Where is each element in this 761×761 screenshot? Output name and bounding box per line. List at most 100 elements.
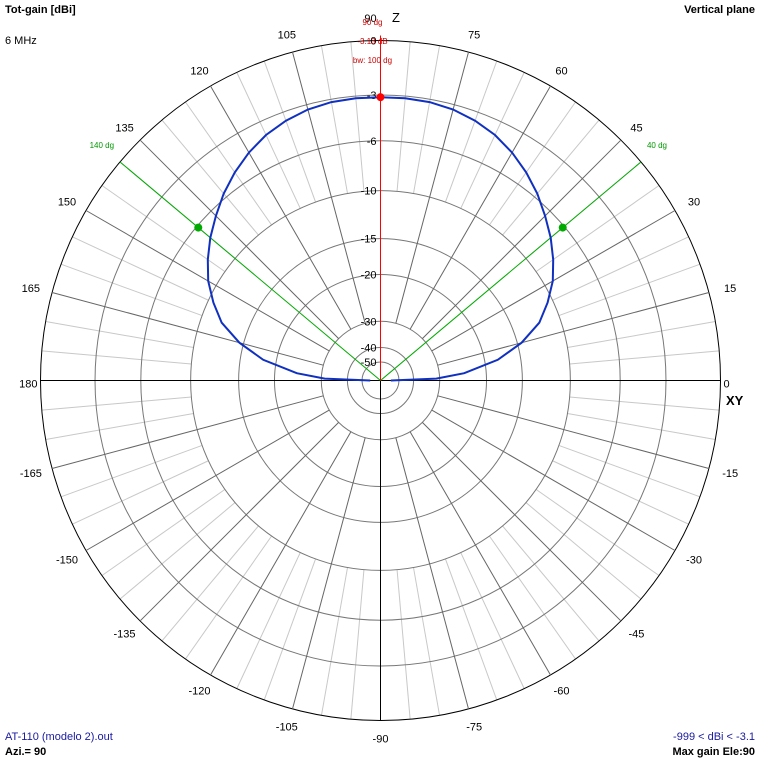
azimuth-label: Azi.= 90 (5, 746, 47, 758)
angle-tick-label: -105 (276, 721, 298, 733)
polar-grid (40, 40, 721, 721)
angle-tick-label: 30 (688, 197, 700, 209)
minor-spoke (119, 502, 236, 600)
major-spoke (139, 422, 339, 622)
angle-tick-label: -150 (56, 555, 78, 567)
minor-spoke (320, 45, 349, 194)
major-spoke (422, 422, 622, 622)
minor-spoke (45, 320, 194, 349)
angle-tick-label: -90 (373, 734, 389, 746)
minor-spoke (320, 567, 349, 716)
minor-spoke (460, 72, 525, 209)
max-gain-label: Max gain Ele:90 (672, 746, 755, 758)
major-spoke (437, 292, 710, 366)
minor-spoke (41, 396, 192, 411)
markers: 40 dg 140 dg 90 dg -3.13 dB bw: 100 dg (90, 18, 667, 381)
radial-tick-label: 0 (370, 36, 376, 48)
angle-tick-label: 150 (58, 197, 76, 209)
major-spoke (292, 51, 366, 324)
major-spoke (395, 51, 469, 324)
max-gain-point (376, 93, 385, 102)
minor-spoke (72, 236, 209, 301)
angle-tick-label: -60 (554, 686, 570, 698)
pattern-curve (206, 93, 555, 382)
minor-spoke (350, 41, 365, 192)
angle-tick-label: -135 (114, 629, 136, 641)
major-spoke (395, 437, 469, 710)
max-gain-label: 90 dg (362, 18, 382, 27)
minor-spoke (488, 101, 576, 226)
radial-tick-label: -6 (367, 136, 377, 148)
minor-spoke (412, 567, 441, 716)
minor-spoke (236, 552, 301, 689)
file-name: AT-110 (modelo 2).out (5, 731, 113, 743)
minor-spoke (502, 525, 600, 642)
minor-spoke (161, 525, 259, 642)
minor-spoke (444, 558, 498, 701)
major-spoke (409, 431, 551, 676)
minor-spoke (263, 60, 317, 203)
beamwidth-line (119, 161, 381, 381)
angle-tick-label: 180 (19, 379, 37, 391)
minor-spoke (488, 535, 576, 660)
angle-tick-label: -30 (686, 555, 702, 567)
minor-spoke (236, 72, 301, 209)
angle-tick-label: 135 (115, 122, 133, 134)
minor-spoke (558, 444, 701, 498)
minor-spoke (350, 569, 365, 720)
angle-tick-label: 120 (190, 65, 208, 77)
xy-axis-label: XY (726, 393, 744, 408)
angle-tick-label: 0 (724, 379, 730, 391)
minor-spoke (185, 535, 273, 660)
minor-spoke (502, 119, 600, 236)
angle-tick-label: -45 (629, 629, 645, 641)
minor-spoke (569, 396, 720, 411)
minor-spoke (185, 101, 273, 226)
major-spoke (51, 292, 324, 366)
plane-label: Vertical plane (684, 4, 755, 16)
minor-spoke (60, 444, 203, 498)
minor-spoke (45, 412, 194, 441)
angle-tick-label: 165 (22, 283, 40, 295)
minor-spoke (567, 320, 716, 349)
major-spoke (210, 85, 352, 330)
chart-title: Tot-gain [dBi] (5, 4, 76, 16)
angle-tick-label: 105 (278, 30, 296, 42)
beamwidth-line (380, 161, 642, 381)
radial-tick-label: -50 (361, 357, 377, 369)
minor-spoke (396, 41, 411, 192)
radial-tick-label: -3 (367, 90, 377, 102)
angle-tick-label: 60 (555, 65, 567, 77)
radial-tick-label: -10 (361, 186, 377, 198)
radial-tick-label: -20 (361, 269, 377, 281)
minor-spoke (558, 263, 701, 317)
major-spoke (409, 85, 551, 330)
z-axis-label: Z (392, 10, 400, 25)
radial-tick-label: -30 (361, 316, 377, 328)
minor-spoke (101, 488, 226, 576)
minor-spoke (525, 502, 642, 600)
angle-tick-label: -120 (188, 686, 210, 698)
minor-spoke (567, 412, 716, 441)
minor-spoke (412, 45, 441, 194)
minor-spoke (101, 185, 226, 273)
minor-spoke (535, 488, 660, 576)
max-gain-label: bw: 100 dg (353, 56, 392, 65)
frequency-label: 6 MHz (5, 35, 37, 47)
minor-spoke (535, 185, 660, 273)
gain-range: -999 < dBi < -3.1 (673, 731, 755, 743)
major-spoke (51, 395, 324, 469)
beamwidth-point (558, 223, 567, 232)
angle-tick-label: 75 (468, 30, 480, 42)
minor-spoke (41, 350, 192, 365)
minor-spoke (396, 569, 411, 720)
beamwidth-label: 140 dg (90, 141, 114, 150)
minor-spoke (444, 60, 498, 203)
max-gain-label: -3.13 dB (357, 37, 387, 46)
beamwidth-label: 40 dg (647, 141, 667, 150)
minor-spoke (72, 460, 209, 525)
major-spoke (85, 409, 330, 551)
beamwidth-point (194, 223, 203, 232)
angle-tick-label: 15 (724, 283, 736, 295)
